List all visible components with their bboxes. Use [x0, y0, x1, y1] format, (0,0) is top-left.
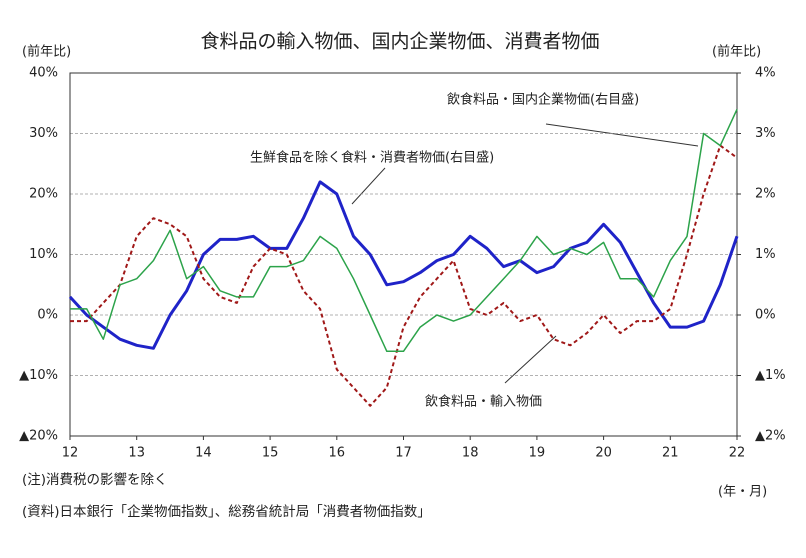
source: (資料)日本銀行「企業物価指数」、総務省統計局「消費者物価指数」	[22, 503, 431, 520]
y2-tick-label: ▲2%	[755, 429, 786, 444]
x-tick-label: 16	[329, 446, 346, 461]
x-tick-label: 15	[262, 446, 279, 461]
y-axis-label: (前年比)	[22, 44, 71, 60]
y2-tick-label: 2%	[755, 187, 776, 202]
y-tick-label: 10%	[29, 247, 58, 262]
y-tick-label: 40%	[29, 66, 58, 81]
y2-tick-label: 4%	[755, 66, 776, 81]
note: (注)消費税の影響を除く	[22, 471, 168, 488]
annotation: 飲食料品・国内企業物価(右目盛)	[447, 92, 639, 108]
series-line	[70, 108, 738, 353]
chart-title: 食料品の輸入物価、国内企業物価、消費者物価	[200, 31, 599, 53]
x-tick-label: 21	[662, 446, 679, 461]
series-line	[68, 180, 739, 350]
annotation: 飲食料品・輸入物価	[425, 394, 542, 410]
leader-line	[504, 335, 557, 384]
x-tick-label: 22	[729, 446, 746, 461]
x-tick-label: 12	[62, 446, 79, 461]
x-tick-label: 17	[395, 446, 412, 461]
y-tick-label: 20%	[29, 187, 58, 202]
y2-tick-label: 1%	[755, 247, 776, 262]
y-tick-label: ▲20%	[19, 429, 58, 444]
leader-line	[545, 123, 699, 147]
x-tick-label: 19	[529, 446, 546, 461]
y2-axis-label: (前年比)	[712, 44, 761, 60]
x-tick-label: 14	[195, 446, 212, 461]
x-axis-label: (年・月)	[718, 485, 767, 500]
y-tick-label: 0%	[37, 308, 58, 323]
annotation: 生鮮食品を除く食料・消費者物価(右目盛)	[250, 150, 494, 166]
y-tick-label: ▲10%	[19, 368, 58, 383]
x-tick-label: 20	[595, 446, 612, 461]
series-line	[70, 144, 738, 407]
y2-tick-label: ▲1%	[755, 368, 786, 383]
y-tick-label: 30%	[29, 126, 58, 141]
leader-line	[351, 167, 386, 205]
x-tick-label: 18	[462, 446, 479, 461]
y2-tick-label: 3%	[755, 126, 776, 141]
y2-tick-label: 0%	[755, 308, 776, 323]
plot-frame	[69, 72, 738, 437]
x-tick-label: 13	[128, 446, 145, 461]
